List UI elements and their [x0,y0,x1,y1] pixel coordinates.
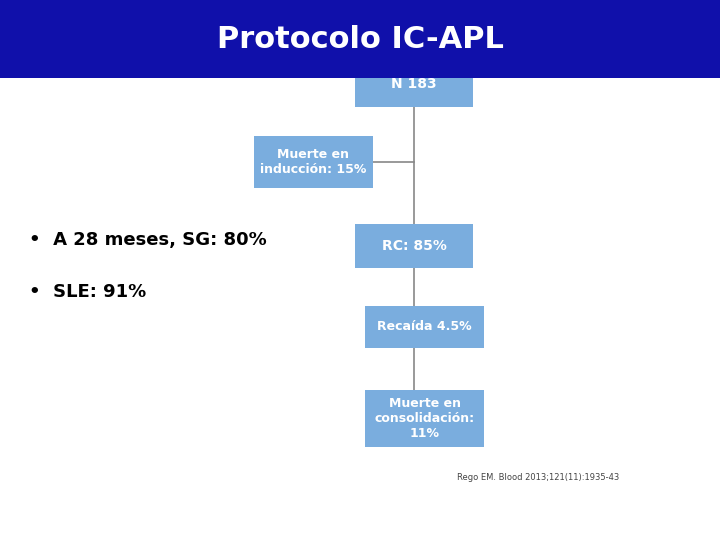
FancyBboxPatch shape [0,0,720,78]
FancyBboxPatch shape [365,306,484,348]
FancyBboxPatch shape [253,137,373,188]
Text: •  SLE: 91%: • SLE: 91% [29,282,146,301]
FancyBboxPatch shape [365,390,484,447]
Text: RC: 85%: RC: 85% [382,239,446,253]
FancyBboxPatch shape [354,60,474,106]
Text: •  A 28 meses, SG: 80%: • A 28 meses, SG: 80% [29,231,266,249]
Text: N 183: N 183 [391,77,437,91]
Text: Muerte en
consolidación:
11%: Muerte en consolidación: 11% [374,397,475,440]
Text: Rego EM. Blood 2013;121(11):1935-43: Rego EM. Blood 2013;121(11):1935-43 [457,474,619,482]
Text: Protocolo IC-APL: Protocolo IC-APL [217,25,503,53]
Text: Muerte en
inducción: 15%: Muerte en inducción: 15% [260,148,366,176]
Text: Recaída 4.5%: Recaída 4.5% [377,320,472,333]
FancyBboxPatch shape [354,224,474,268]
